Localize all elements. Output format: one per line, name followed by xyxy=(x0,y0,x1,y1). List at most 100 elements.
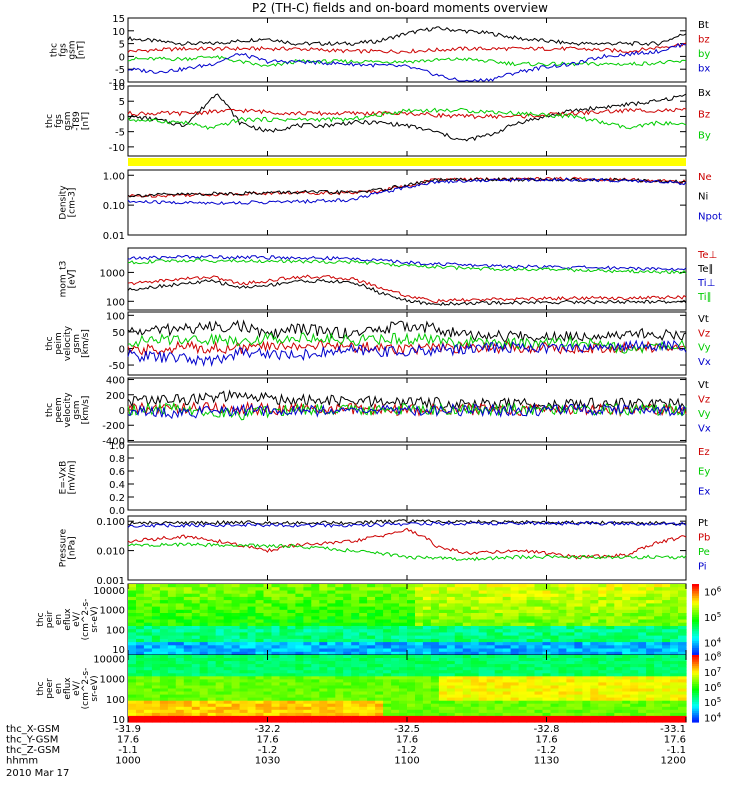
spectrogram-cell xyxy=(375,664,384,668)
spectrogram-cell xyxy=(319,645,328,650)
spectrogram-cell xyxy=(255,606,265,611)
spectrogram-cell xyxy=(183,619,193,624)
spectrogram-cell xyxy=(303,703,312,708)
spectrogram-cell xyxy=(598,719,607,723)
spectrogram-cell xyxy=(415,609,424,614)
spectrogram-cell xyxy=(295,706,304,711)
spectrogram-cell xyxy=(534,664,544,668)
spectrogram-cell xyxy=(199,709,209,714)
spectrogram-cell xyxy=(534,697,544,702)
spectrogram-cell xyxy=(606,694,615,699)
spectrogram-cell xyxy=(630,645,639,650)
spectrogram-cell xyxy=(614,706,623,711)
spectrogram-cell xyxy=(590,703,599,708)
spectrogram-cell xyxy=(343,593,352,598)
colorbar-segment xyxy=(692,645,699,649)
spectrogram-cell xyxy=(295,613,304,617)
spectrogram-cell xyxy=(446,638,456,643)
spectrogram-cell xyxy=(670,593,679,598)
spectrogram-cell xyxy=(255,629,265,633)
spectrogram-cell xyxy=(351,679,360,683)
spectrogram-cell xyxy=(175,642,185,646)
spectrogram-cell xyxy=(191,715,201,720)
spectrogram-cell xyxy=(359,667,368,671)
spectrogram-cell xyxy=(199,632,209,637)
spectrogram-cell xyxy=(311,712,320,717)
spectrogram-cell xyxy=(231,645,241,650)
spectrogram-cell xyxy=(159,596,169,601)
spectrogram-cell xyxy=(351,685,360,690)
spectrogram-cell xyxy=(375,688,384,693)
spectrogram-cell xyxy=(478,670,488,674)
spectrogram-cell xyxy=(638,638,647,643)
spectrogram-cell xyxy=(407,676,416,680)
spectrogram-cell xyxy=(367,651,376,656)
spectrogram-cell xyxy=(630,700,639,705)
spectrogram-cell xyxy=(223,651,233,656)
spectrogram-cell xyxy=(518,651,528,656)
spectrogram-cell xyxy=(502,600,512,604)
spectrogram-cell xyxy=(606,609,615,614)
spectrogram-cell xyxy=(454,700,464,705)
spectrogram-cell xyxy=(151,648,161,653)
spectrogram-cell xyxy=(598,590,607,595)
spectrogram-cell xyxy=(247,603,257,608)
colorbar-segment xyxy=(692,657,699,660)
spectrogram-cell xyxy=(502,715,512,720)
spectrogram-cell xyxy=(191,664,201,668)
spectrogram-cell xyxy=(207,651,217,656)
spectrogram-cell xyxy=(590,679,599,683)
spectrogram-cell xyxy=(351,642,360,646)
spectrogram-cell xyxy=(422,587,432,591)
spectrogram-cell xyxy=(287,590,296,595)
footer-row-label: thc_Y-GSM xyxy=(6,735,58,746)
spectrogram-cell xyxy=(311,679,320,683)
spectrogram-cell xyxy=(614,645,623,650)
spectrogram-cell xyxy=(638,719,647,723)
spectrogram-cell xyxy=(295,590,304,595)
spectrogram-cell xyxy=(159,648,169,653)
spectrogram-cell xyxy=(438,590,448,595)
spectrogram-cell xyxy=(151,632,161,637)
spectrogram-cell xyxy=(542,622,552,627)
spectrogram-cell xyxy=(415,719,424,723)
spectrogram-cell xyxy=(399,700,408,705)
spectrogram-cell xyxy=(271,667,281,671)
spectrogram-cell xyxy=(287,593,296,598)
legend: Te⊥Te∥Ti⊥Ti∥ xyxy=(697,250,717,303)
spectrogram-cell xyxy=(454,600,464,604)
spectrogram-cell xyxy=(558,700,568,705)
spectrogram-cell xyxy=(128,648,137,653)
spectrogram-cell xyxy=(231,709,241,714)
spectrogram-cell xyxy=(574,661,583,665)
spectrogram-cell xyxy=(470,622,480,627)
spectrogram-cell xyxy=(542,706,552,711)
spectrogram-cell xyxy=(279,629,289,633)
spectrogram-cell xyxy=(462,613,472,617)
spectrogram-cell xyxy=(654,635,663,640)
spectrogram-cell xyxy=(558,661,568,665)
spectrogram-cell xyxy=(598,697,607,702)
spectrogram-cell xyxy=(215,635,225,640)
spectrogram-cell xyxy=(199,685,209,690)
spectrogram-cell xyxy=(598,691,607,696)
spectrogram-cell xyxy=(446,658,456,662)
spectrogram-cell xyxy=(646,685,655,690)
spectrogram-cell xyxy=(263,670,273,674)
spectrogram-cell xyxy=(303,626,312,630)
spectrogram-cell xyxy=(136,655,145,659)
spectrogram-cell xyxy=(534,584,544,588)
spectrogram-cell xyxy=(678,645,687,650)
spectrogram-cell xyxy=(598,629,607,633)
spectrogram-cell xyxy=(167,667,177,671)
spectrogram-cell xyxy=(311,670,320,674)
spectrogram-cell xyxy=(606,664,615,668)
spectrogram-cell xyxy=(359,655,368,659)
spectrogram-cell xyxy=(287,648,296,653)
spectrogram-cell xyxy=(359,590,368,595)
spectrogram-cell xyxy=(550,715,560,720)
spectrogram-cell xyxy=(622,694,631,699)
spectrogram-cell xyxy=(343,709,352,714)
